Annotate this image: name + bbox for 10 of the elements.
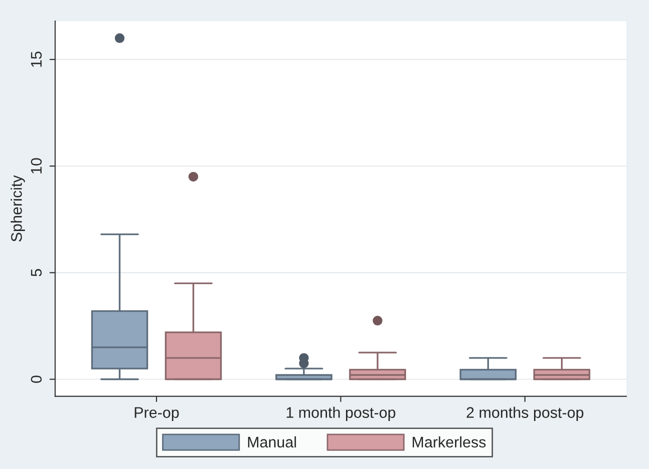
y-tick-label: 0: [30, 376, 42, 383]
x-tick-label: 2 months post-op: [466, 406, 584, 421]
x-tick-label: 1 month post-op: [286, 406, 396, 421]
x-tick-label: Pre-op: [134, 407, 179, 421]
legend-label: Manual: [248, 436, 296, 448]
y-axis-title: Sphericity: [10, 175, 25, 242]
y-tick-label: 10: [30, 158, 42, 174]
legend-label: Markerless: [412, 436, 486, 448]
y-tick-label: 5: [31, 269, 42, 276]
y-tick-label: 15: [31, 52, 42, 67]
